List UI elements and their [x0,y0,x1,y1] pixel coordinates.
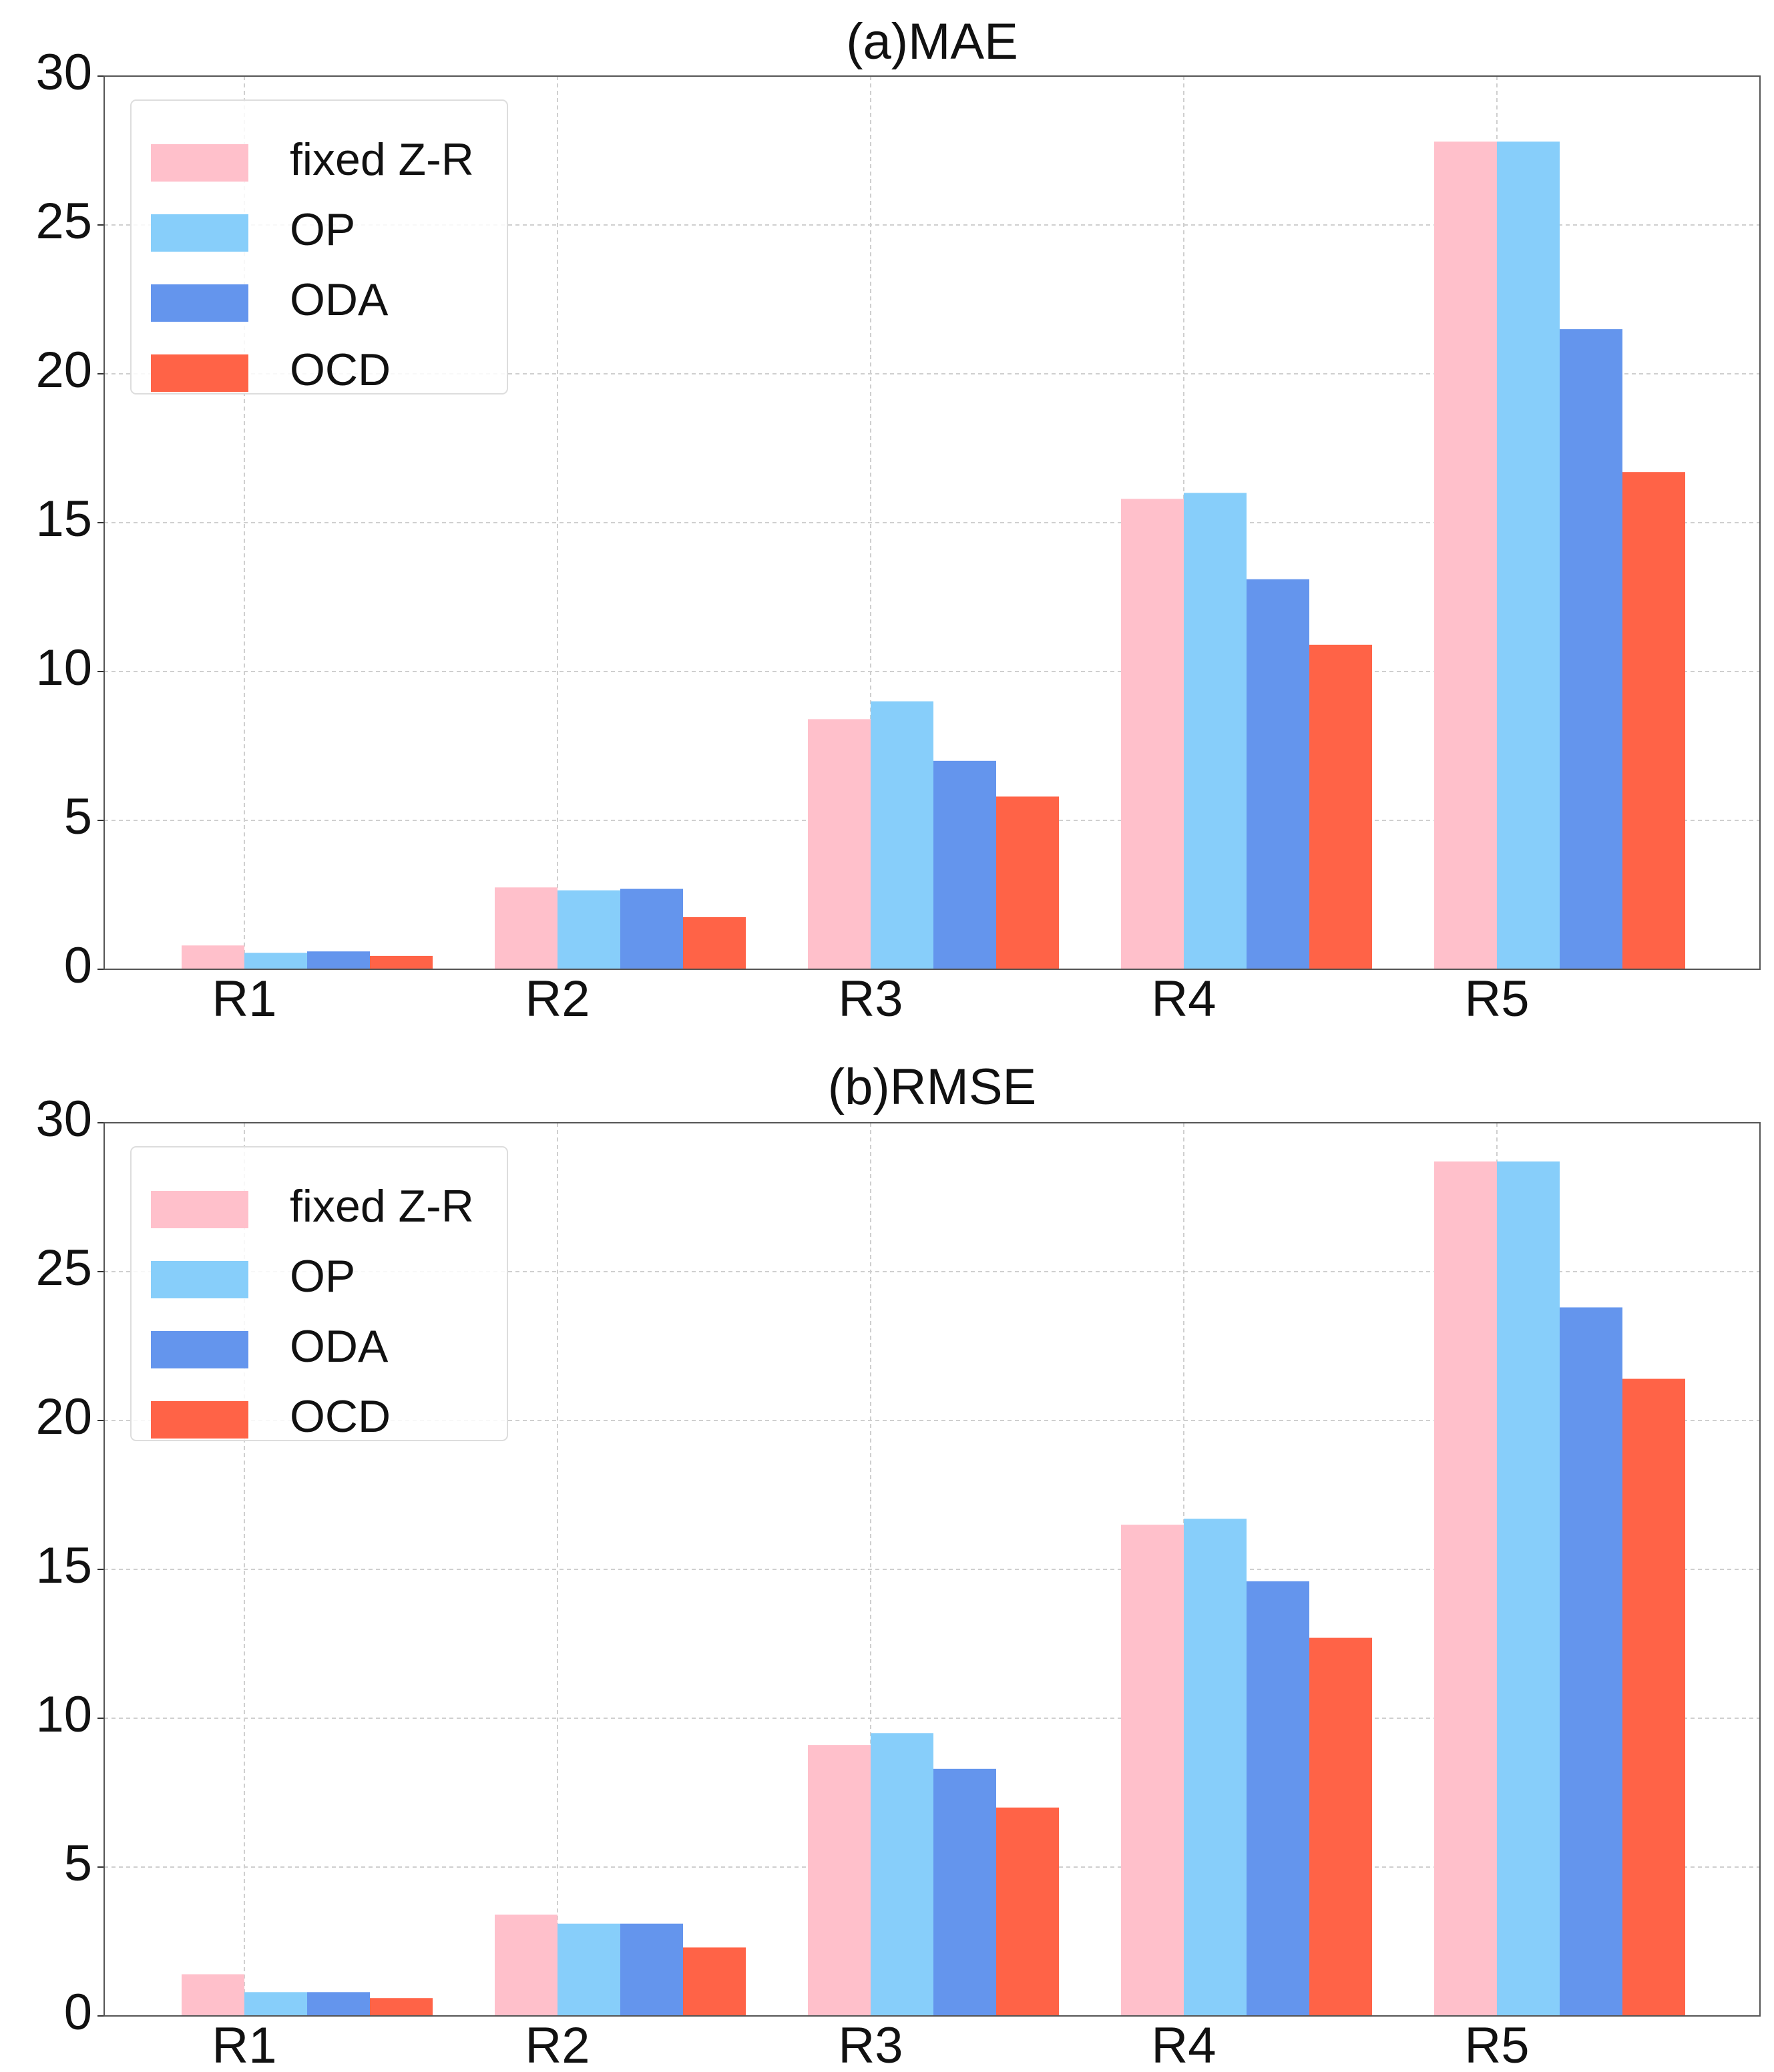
y-tick-label: 0 [64,1984,92,2041]
y-tick-label: 0 [64,937,92,994]
x-tick-label: R4 [1151,971,1216,1027]
bar [307,951,370,969]
bar [1184,493,1247,969]
bar [996,796,1059,969]
legend-label: OP [290,204,355,255]
bar [1434,1161,1497,2016]
bar [370,1998,433,2016]
bar [1560,329,1622,970]
bar [1560,1307,1622,2016]
y-tick-label: 15 [35,491,92,547]
bar [1184,1519,1247,2016]
y-tick-label: 10 [35,639,92,696]
bar [370,955,433,969]
y-tick-label: 30 [35,44,92,101]
bar [1247,579,1309,969]
legend-swatch [151,1331,248,1368]
bar [1622,1378,1685,2016]
legend-label: OCD [290,344,391,395]
bar [620,1923,683,2016]
x-tick-label: R4 [1151,2017,1216,2072]
bar [182,1974,244,2016]
bar [244,953,307,969]
legend-swatch [151,284,248,322]
bar [558,890,620,969]
bar [933,1768,996,2016]
bar [683,1947,746,2016]
bar [1247,1581,1309,2016]
bar [495,1914,558,2016]
bar [1497,1161,1560,2016]
bar [871,701,933,969]
y-tick-label: 20 [35,1388,92,1445]
bar [244,1992,307,2016]
legend-swatch [151,214,248,252]
bar [683,917,746,969]
y-tick-label: 25 [35,193,92,250]
y-tick-label: 5 [64,788,92,845]
legend-swatch [151,1261,248,1298]
y-tick-label: 30 [35,1091,92,1147]
legend-label: OP [290,1251,355,1302]
bar [1434,142,1497,969]
x-tick-label: R1 [212,2017,276,2072]
bar [933,760,996,969]
legend-label: OCD [290,1391,391,1442]
legend-swatch [151,1401,248,1439]
y-tick-label: 5 [64,1835,92,1892]
bar [871,1733,933,2016]
legend-swatch [151,144,248,182]
bar [1309,644,1372,969]
bar [558,1923,620,2016]
legend-swatch [151,1191,248,1228]
bar [1121,1525,1184,2016]
y-tick-label: 15 [35,1537,92,1594]
x-tick-label: R5 [1464,971,1529,1027]
bar [996,1807,1059,2016]
bar [1622,472,1685,969]
legend-label: fixed Z-R [290,1181,474,1232]
chart-title: (a)MAE [846,13,1018,70]
bar [495,887,558,969]
y-tick-label: 25 [35,1240,92,1296]
chart-title: (b)RMSE [828,1059,1036,1115]
bar [1497,142,1560,969]
bar [620,888,683,969]
legend-label: ODA [290,1321,389,1372]
bar [1309,1637,1372,2016]
y-tick-label: 10 [35,1686,92,1743]
x-tick-label: R2 [525,971,590,1027]
x-tick-label: R3 [838,971,903,1027]
y-tick-label: 20 [35,342,92,399]
legend-label: fixed Z-R [290,134,474,185]
plot-frame [103,75,1761,970]
x-tick-label: R2 [525,2017,590,2072]
x-tick-label: R3 [838,2017,903,2072]
x-tick-label: R5 [1464,2017,1529,2072]
bar [1121,499,1184,969]
bar [808,1745,871,2016]
bar [182,945,244,969]
plot-frame [103,1122,1761,2017]
legend-label: ODA [290,274,389,325]
x-tick-label: R1 [212,971,276,1027]
bar [808,719,871,969]
bar [307,1992,370,2016]
legend-swatch [151,354,248,392]
